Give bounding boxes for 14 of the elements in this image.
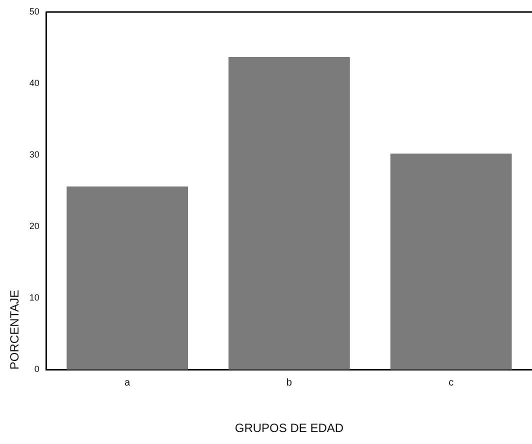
y-tick-label: 40 (29, 78, 40, 88)
x-tick-label: a (124, 377, 131, 388)
bar (228, 57, 350, 370)
y-axis-title: PORCENTAJE (8, 290, 22, 370)
bar (390, 154, 512, 370)
x-tick-label: b (286, 377, 292, 388)
x-axis-title: GRUPOS DE EDAD (234, 421, 344, 436)
y-tick-label: 10 (29, 292, 40, 303)
bar (66, 186, 188, 370)
y-tick-label: 0 (34, 364, 40, 374)
y-tick-label: 30 (29, 150, 40, 160)
y-tick-label: 20 (29, 221, 40, 232)
x-tick-label: c (448, 377, 454, 388)
y-tick-label: 50 (29, 6, 40, 16)
